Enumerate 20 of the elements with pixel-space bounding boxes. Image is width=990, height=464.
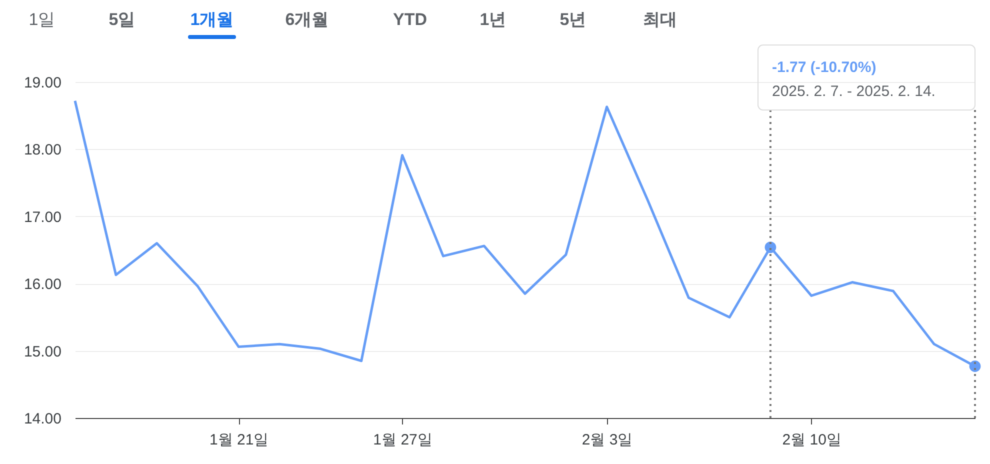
text: 1년 xyxy=(480,10,506,29)
x-tick-label: 1월 21일 xyxy=(210,432,269,448)
x-tick-label: 1월 27일 xyxy=(373,432,432,448)
text: 5년 xyxy=(560,10,586,29)
text: YTD xyxy=(393,10,427,29)
y-tick-label: 17.00 xyxy=(24,208,62,226)
text: 5일 xyxy=(108,10,136,29)
text: 6개월 xyxy=(285,10,329,29)
annotation: 2025. 2. 7. - 2025. 2. 14. xyxy=(772,83,936,100)
y-tick-label: 19.00 xyxy=(24,74,62,92)
text: -1.77 (-10.70%) xyxy=(772,59,876,76)
y-tick-label: 15.00 xyxy=(24,343,62,360)
x-tick-label: 2월 10일 xyxy=(782,432,842,448)
y-tick-label: 14.00 xyxy=(24,410,62,428)
y-tick-label: 16.00 xyxy=(24,276,62,294)
text: 1일 xyxy=(28,10,56,29)
text: 최대 xyxy=(643,10,677,29)
text: 1개월 xyxy=(190,10,234,29)
x-tick-label: 2월 3일 xyxy=(582,432,633,448)
y-tick-label: 18.00 xyxy=(24,142,62,159)
